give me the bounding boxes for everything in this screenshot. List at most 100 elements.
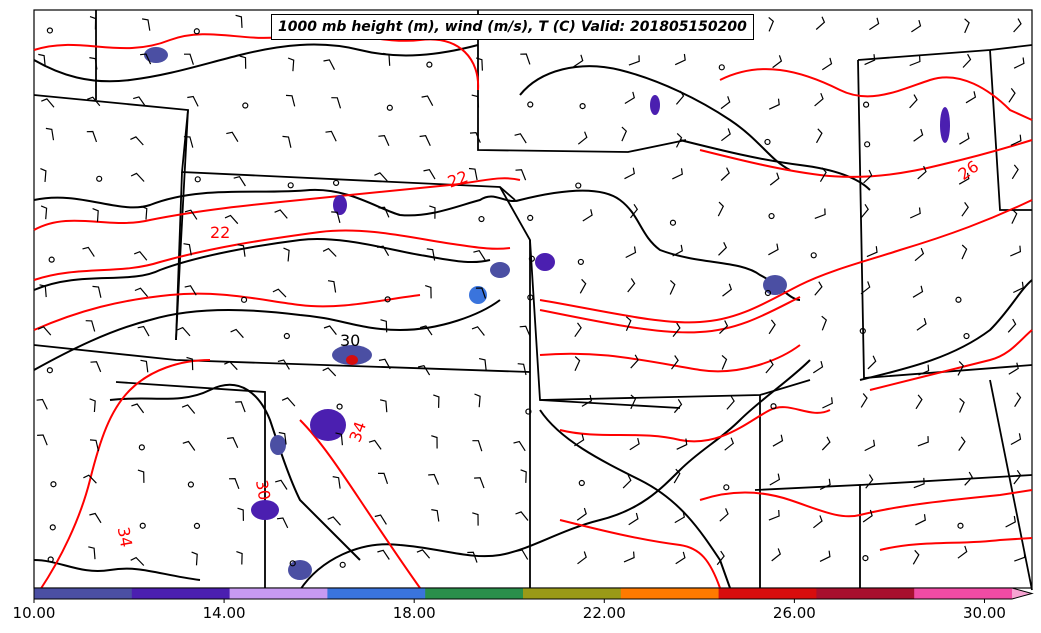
wind-barb	[719, 320, 729, 335]
wind-barb	[378, 206, 390, 218]
wind-barb	[517, 363, 527, 376]
wind-barb	[287, 57, 295, 72]
colorbar-tick-label: 26.00	[772, 604, 816, 622]
wind-barb	[574, 356, 581, 371]
wind-barb	[83, 474, 97, 484]
precip-cell	[288, 560, 312, 580]
wind-barb	[815, 16, 826, 30]
wind-barb	[45, 127, 55, 141]
wind-barb	[478, 358, 487, 371]
precip-cell	[346, 355, 358, 365]
wind-barb	[88, 546, 96, 560]
wind-barb	[627, 278, 636, 293]
wind-barb	[184, 53, 194, 65]
calm-wind-marker	[49, 524, 56, 531]
wind-barb	[176, 326, 191, 337]
wind-barb	[964, 18, 970, 34]
wind-barb	[421, 95, 434, 106]
wind-barb	[865, 474, 874, 489]
wind-barb	[520, 469, 527, 483]
wind-barb	[323, 59, 336, 70]
wind-barb	[675, 90, 685, 105]
wind-barb	[140, 53, 152, 65]
wind-barb	[962, 53, 972, 68]
wind-barb	[1008, 362, 1019, 375]
calm-wind-marker	[963, 332, 970, 340]
wind-barb	[331, 211, 341, 224]
wind-barb	[89, 512, 102, 524]
wind-barb	[814, 208, 826, 219]
wind-barb	[726, 395, 735, 410]
calm-wind-marker	[138, 444, 145, 451]
wind-barb	[669, 279, 676, 295]
wind-barb	[40, 168, 47, 182]
calm-wind-marker	[50, 481, 57, 488]
wind-barb	[672, 322, 681, 337]
wind-barb	[1010, 433, 1022, 446]
wind-barb	[721, 128, 731, 142]
wind-barb	[277, 359, 290, 370]
wind-barb	[383, 52, 391, 66]
wind-barb	[915, 514, 926, 526]
wind-barb	[630, 203, 639, 219]
wind-barb	[183, 136, 194, 148]
calm-wind-marker	[339, 561, 346, 568]
wind-barb	[721, 354, 728, 370]
calm-wind-marker	[527, 214, 534, 222]
wind-barb	[1014, 551, 1026, 562]
calm-wind-marker	[478, 215, 485, 223]
wind-barb	[285, 94, 296, 107]
wind-barb	[672, 168, 683, 180]
wind-barb	[227, 437, 239, 448]
wind-barb	[577, 551, 587, 565]
wind-barb	[719, 508, 729, 522]
wind-barb	[765, 359, 774, 374]
wind-barb	[958, 172, 970, 185]
wind-barb	[89, 439, 100, 452]
colorbar-band	[425, 588, 524, 599]
wind-barb	[131, 403, 145, 414]
wind-barb	[625, 246, 637, 259]
wind-barb	[224, 214, 239, 225]
calm-wind-marker	[283, 332, 290, 340]
wind-barb	[331, 97, 342, 109]
wind-barb	[917, 436, 929, 447]
calm-wind-marker	[384, 296, 391, 303]
calm-wind-marker	[242, 102, 249, 109]
wind-barb	[467, 551, 478, 563]
calm-wind-marker	[187, 481, 194, 488]
wind-barb	[675, 551, 686, 565]
calm-wind-marker	[955, 296, 962, 303]
wind-barb	[720, 167, 730, 181]
wind-barb	[374, 172, 388, 182]
wind-barb	[821, 57, 833, 71]
calm-wind-marker	[47, 556, 54, 563]
wind-barb	[335, 432, 343, 446]
wind-barb	[628, 512, 639, 526]
wind-barb	[913, 477, 925, 489]
precip-cell	[270, 435, 286, 455]
wind-barb	[327, 516, 341, 526]
wind-barb	[672, 244, 683, 257]
wind-barb	[863, 169, 873, 184]
colorbar-tick-label: 14.00	[202, 604, 246, 622]
map-title: 1000 mb height (m), wind (m/s), T (C) Va…	[271, 14, 754, 40]
wind-barb	[1014, 392, 1022, 408]
wind-barb	[272, 288, 287, 298]
wind-barb	[516, 549, 529, 560]
calm-wind-marker	[287, 182, 294, 189]
wind-barb	[625, 316, 632, 332]
wind-barb	[623, 551, 635, 563]
wind-barb	[1007, 318, 1017, 333]
wind-barb	[429, 205, 436, 219]
calm-wind-marker	[764, 138, 771, 146]
wind-barb	[41, 98, 55, 108]
wind-barb	[515, 169, 527, 181]
wind-barb	[86, 96, 101, 107]
colorbar-outline	[33, 587, 1034, 600]
wind-barb	[912, 285, 924, 298]
wind-barb	[673, 468, 681, 484]
wind-barb	[815, 128, 823, 144]
wind-barb	[671, 355, 679, 370]
wind-barb	[577, 131, 588, 145]
